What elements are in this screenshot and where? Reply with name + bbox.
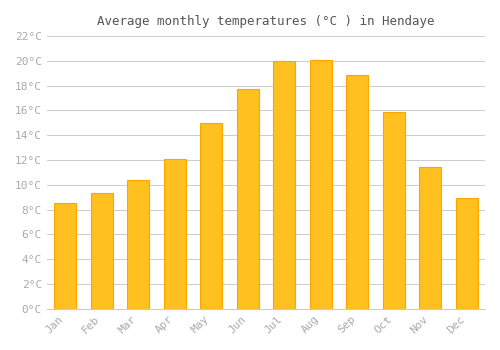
Title: Average monthly temperatures (°C ) in Hendaye: Average monthly temperatures (°C ) in He… (97, 15, 434, 28)
Bar (420, 167, 441, 309)
Bar (54, 203, 76, 309)
Bar (383, 112, 404, 309)
Bar (90, 194, 112, 309)
Bar (164, 159, 186, 309)
Bar (236, 89, 258, 309)
Bar (200, 123, 222, 309)
Bar (456, 198, 477, 309)
Bar (310, 60, 332, 309)
Bar (127, 180, 149, 309)
Bar (346, 75, 368, 309)
Bar (273, 61, 295, 309)
